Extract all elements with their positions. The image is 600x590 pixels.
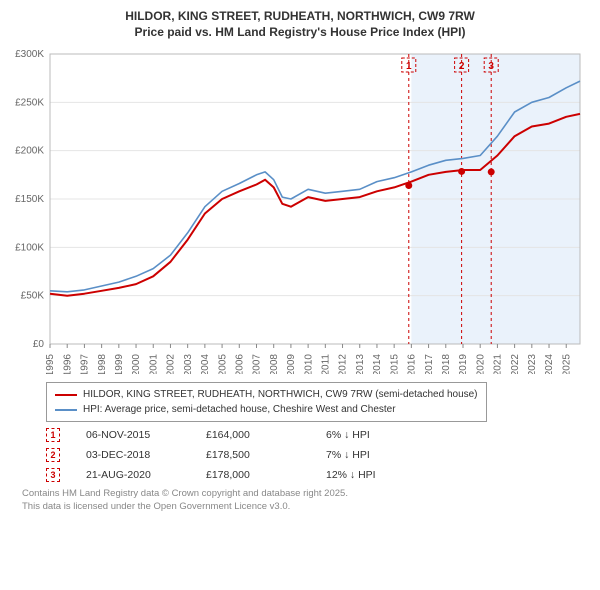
line-chart-svg: £0 £50K £100K £150K £200K £250K £300K 1995 1996 1…: [10, 44, 590, 374]
credit-line-1: Contains HM Land Registry data © Crown c…: [22, 488, 586, 501]
svg-text:2016: 2016: [407, 354, 418, 374]
sale-marker-3: 3: [46, 468, 60, 482]
sale-row-2: 2 03-DEC-2018 £178,500 7% ↓ HPI: [46, 448, 590, 462]
svg-text:2015: 2015: [389, 354, 400, 374]
chart-title: HILDOR, KING STREET, RUDHEATH, NORTHWICH…: [10, 8, 590, 40]
svg-text:2007: 2007: [252, 354, 263, 374]
svg-text:£200K: £200K: [15, 146, 44, 157]
svg-text:2022: 2022: [510, 354, 521, 374]
svg-text:1999: 1999: [114, 354, 125, 374]
sale-date-2: 03-DEC-2018: [86, 449, 206, 461]
chart-container: HILDOR, KING STREET, RUDHEATH, NORTHWICH…: [0, 0, 600, 520]
svg-text:2010: 2010: [303, 354, 314, 374]
svg-text:2003: 2003: [183, 354, 194, 374]
svg-text:£50K: £50K: [21, 291, 45, 302]
svg-text:£250K: £250K: [15, 98, 44, 109]
svg-text:2021: 2021: [493, 354, 504, 374]
svg-text:£300K: £300K: [15, 49, 44, 60]
sale-price-2: £178,500: [206, 449, 326, 461]
svg-text:2006: 2006: [234, 354, 245, 374]
title-line-2: Price paid vs. HM Land Registry's House …: [10, 24, 590, 40]
svg-text:1998: 1998: [97, 354, 108, 374]
legend-label-blue: HPI: Average price, semi-detached house,…: [83, 402, 396, 417]
svg-text:1: 1: [406, 61, 412, 72]
credit-text: Contains HM Land Registry data © Crown c…: [22, 488, 586, 514]
sale-pct-2: 7% ↓ HPI: [326, 449, 436, 461]
svg-text:1995: 1995: [45, 354, 56, 374]
svg-text:2001: 2001: [148, 354, 159, 374]
sale-date-3: 21-AUG-2020: [86, 469, 206, 481]
svg-text:2002: 2002: [166, 354, 177, 374]
legend-row-red: HILDOR, KING STREET, RUDHEATH, NORTHWICH…: [55, 387, 478, 402]
sales-table: 1 06-NOV-2015 £164,000 6% ↓ HPI 2 03-DEC…: [46, 428, 590, 482]
title-line-1: HILDOR, KING STREET, RUDHEATH, NORTHWICH…: [10, 8, 590, 24]
sale-marker-1: 1: [46, 428, 60, 442]
svg-text:2004: 2004: [200, 354, 211, 374]
svg-text:1997: 1997: [80, 354, 91, 374]
sale-row-3: 3 21-AUG-2020 £178,000 12% ↓ HPI: [46, 468, 590, 482]
svg-text:2019: 2019: [458, 354, 469, 374]
sale-date-1: 06-NOV-2015: [86, 429, 206, 441]
sale-marker-2: 2: [46, 448, 60, 462]
svg-text:2025: 2025: [561, 354, 572, 374]
svg-text:3: 3: [488, 61, 494, 72]
legend: HILDOR, KING STREET, RUDHEATH, NORTHWICH…: [46, 382, 487, 422]
credit-line-2: This data is licensed under the Open Gov…: [22, 501, 586, 514]
sale-row-1: 1 06-NOV-2015 £164,000 6% ↓ HPI: [46, 428, 590, 442]
svg-text:2020: 2020: [475, 354, 486, 374]
svg-text:2000: 2000: [131, 354, 142, 374]
svg-text:£0: £0: [33, 339, 45, 350]
svg-text:2024: 2024: [544, 354, 555, 374]
svg-text:2013: 2013: [355, 354, 366, 374]
svg-text:2005: 2005: [217, 354, 228, 374]
legend-row-blue: HPI: Average price, semi-detached house,…: [55, 402, 478, 417]
svg-text:2023: 2023: [527, 354, 538, 374]
sale-pct-1: 6% ↓ HPI: [326, 429, 436, 441]
chart-plot: £0 £50K £100K £150K £200K £250K £300K 1995 1996 1…: [10, 44, 590, 374]
legend-swatch-blue: [55, 409, 77, 411]
legend-swatch-red: [55, 394, 77, 396]
svg-text:1996: 1996: [62, 354, 73, 374]
svg-text:2: 2: [459, 61, 465, 72]
svg-text:2014: 2014: [372, 354, 383, 374]
legend-label-red: HILDOR, KING STREET, RUDHEATH, NORTHWICH…: [83, 387, 478, 402]
sale-price-3: £178,000: [206, 469, 326, 481]
svg-text:2017: 2017: [424, 354, 435, 374]
svg-text:2009: 2009: [286, 354, 297, 374]
sale-price-1: £164,000: [206, 429, 326, 441]
svg-text:£100K: £100K: [15, 243, 44, 254]
svg-text:2012: 2012: [338, 354, 349, 374]
svg-text:2008: 2008: [269, 354, 280, 374]
sale-pct-3: 12% ↓ HPI: [326, 469, 436, 481]
svg-text:£150K: £150K: [15, 194, 44, 205]
svg-text:2011: 2011: [321, 354, 332, 374]
svg-text:2018: 2018: [441, 354, 452, 374]
